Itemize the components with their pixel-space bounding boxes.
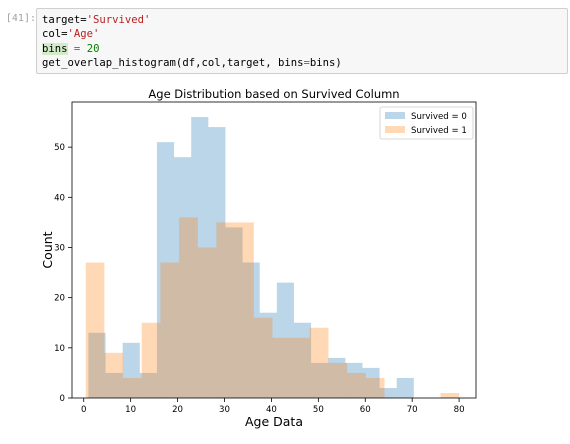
y-tick-label: 10: [54, 344, 65, 354]
histogram-bar-survived-0: [345, 362, 363, 398]
x-tick-label: 70: [407, 405, 418, 415]
x-tick-label: 20: [172, 405, 183, 415]
histogram-bar-survived-0: [191, 117, 209, 399]
code-token: 'Age': [67, 28, 100, 41]
histogram-bar-survived-0: [139, 372, 157, 398]
histogram-bar-survived-0: [225, 227, 243, 398]
bars-layer: [85, 117, 460, 399]
legend-label-survived-1: Survived = 1: [411, 126, 467, 136]
legend: Survived = 0 Survived = 1: [379, 106, 474, 140]
histogram-bar-survived-1: [347, 372, 366, 398]
histogram-bar-survived-0: [208, 127, 226, 398]
histogram-bar-survived-0: [362, 367, 380, 398]
code-cell-input[interactable]: target='Survived' col='Age' bins = 20 ge…: [36, 8, 568, 74]
code-token: get_overlap_histogram(df,col,target, bin…: [42, 56, 304, 69]
legend-swatch-survived-1: [385, 126, 405, 133]
histogram-bar-survived-1: [123, 377, 142, 398]
histogram-bar-survived-0: [259, 312, 277, 398]
x-tick-label: 0: [81, 405, 86, 415]
legend-box: [379, 106, 474, 140]
histogram-bar-survived-1: [197, 247, 217, 398]
code-line: col='Age': [42, 28, 99, 40]
histogram-bar-survived-0: [105, 372, 123, 398]
x-tick-label: 40: [266, 405, 277, 415]
code-editor[interactable]: target='Survived' col='Age' bins = 20 ge…: [42, 13, 342, 70]
y-tick-label: 40: [54, 193, 65, 203]
histogram-bar-survived-0: [242, 262, 260, 398]
code-token: col=: [42, 28, 68, 41]
histogram-bar-survived-0: [88, 332, 106, 398]
cell-prompt: [41]:: [5, 13, 36, 24]
code-line: target='Survived': [42, 14, 150, 26]
histogram-bar-survived-0: [311, 362, 329, 398]
code-token: target=: [42, 14, 87, 26]
histogram-bar-survived-0: [276, 282, 294, 398]
histogram-bar-survived-1: [253, 317, 273, 398]
histogram-bar-survived-0: [174, 157, 192, 398]
x-tick-label: 60: [360, 405, 371, 415]
histogram-bar-survived-1: [291, 337, 310, 398]
histogram-bar-survived-0: [379, 387, 397, 398]
histogram-bar-survived-0: [122, 342, 140, 398]
x-tick-label: 10: [125, 405, 136, 415]
histogram-bar-survived-1: [328, 362, 348, 398]
code-token: bins: [42, 42, 68, 55]
histogram-bar-survived-1: [141, 322, 161, 398]
x-tick-label: 80: [454, 405, 465, 415]
histogram-bar-survived-0: [293, 322, 312, 398]
legend-swatch-survived-0: [385, 112, 405, 119]
code-token: 20: [86, 42, 100, 55]
ticks-layer: 0 10 20 30 40 50 60 70 80 0 10 20 30 40 50: [54, 143, 465, 415]
histogram-bar-survived-1: [440, 392, 460, 398]
plot-frame: [71, 101, 477, 399]
x-tick-label: 50: [313, 405, 324, 415]
x-tick-label: 30: [219, 405, 230, 415]
code-token: =: [73, 42, 81, 55]
histogram-bar-survived-0: [156, 142, 175, 398]
histogram-bar-survived-0: [396, 377, 414, 398]
legend-label-survived-0: Survived = 0: [411, 112, 467, 122]
histogram-bar-survived-1: [235, 222, 254, 398]
x-axis-label: Age Data: [245, 414, 303, 429]
histogram-bar-survived-1: [216, 222, 236, 398]
histogram-bar-survived-1: [309, 327, 329, 398]
code-line: get_overlap_histogram(df,col,target, bin…: [42, 57, 342, 69]
code-token: bins): [309, 56, 342, 69]
histogram-bar-survived-1: [179, 217, 198, 398]
y-tick-label: 0: [60, 394, 65, 404]
plot-background: [72, 102, 476, 398]
y-tick-label: 20: [54, 294, 65, 304]
code-token: =: [303, 56, 310, 69]
y-tick-label: 30: [54, 243, 65, 253]
histogram-bar-survived-1: [160, 262, 180, 398]
histogram-bar-survived-1: [85, 262, 105, 398]
histogram-bar-survived-1: [272, 337, 292, 398]
histogram-bar-survived-0: [328, 357, 346, 398]
chart-title: Age Distribution based on Survived Colum…: [148, 87, 399, 101]
y-axis-label: Count: [40, 231, 55, 268]
y-tick-label: 50: [54, 143, 65, 153]
histogram-bar-survived-1: [104, 352, 124, 398]
histogram-bar-survived-1: [365, 377, 385, 398]
code-token: 'Survived': [86, 14, 151, 26]
code-line: bins = 20: [42, 42, 100, 55]
